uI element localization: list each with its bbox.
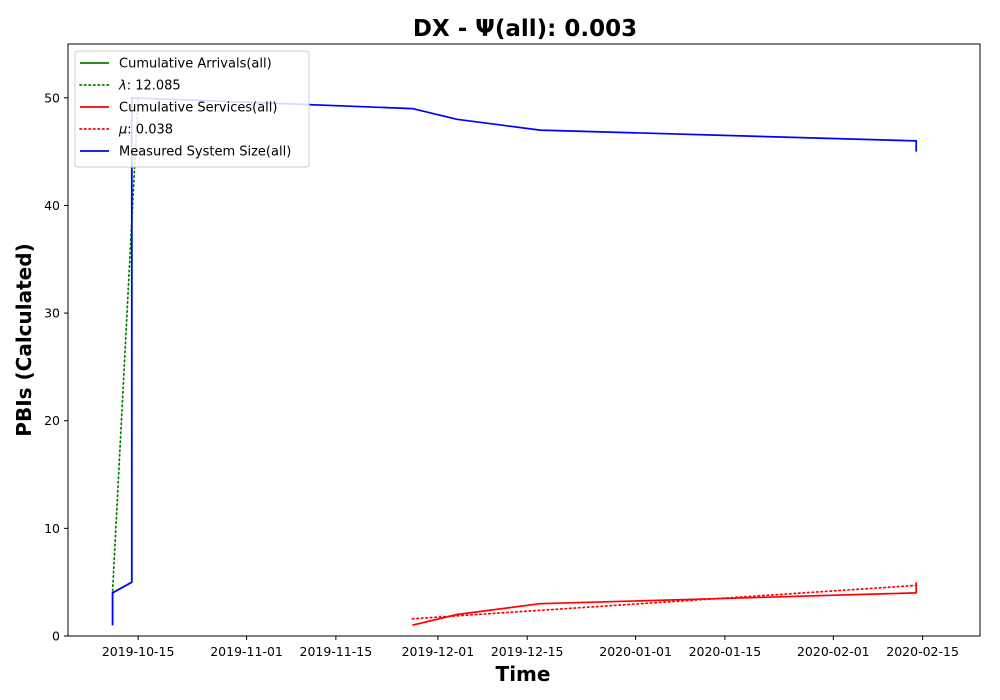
x-tick-label: 2020-01-01 [599, 644, 672, 659]
series-line-measured-system-size-all [111, 96, 918, 626]
series-line-cumulative-services-all [412, 582, 918, 627]
legend-box [74, 50, 310, 168]
legend-label: Cumulative Arrivals(all) [119, 57, 272, 72]
legend-label: Measured System Size(all) [119, 145, 291, 160]
series-line-12-085 [111, 96, 140, 592]
y-tick-label: 10 [44, 521, 60, 536]
x-tick-label: 2019-11-01 [210, 644, 283, 659]
x-tick-label: 2019-10-15 [102, 644, 175, 659]
x-tick-label: 2020-02-15 [886, 644, 959, 659]
legend-label: λ: 12.085 [118, 79, 181, 94]
y-tick-label: 20 [44, 413, 60, 428]
y-tick-label: 40 [44, 198, 60, 213]
x-tick-label: 2019-11-15 [300, 644, 373, 659]
x-tick-label: 2019-12-01 [402, 644, 475, 659]
plot-frame [67, 43, 981, 637]
legend-label: Cumulative Services(all) [119, 101, 277, 116]
legend-label: μ: 0.038 [118, 123, 173, 138]
series-line-0-038 [411, 584, 918, 620]
y-tick-label: 50 [44, 90, 60, 105]
legend: Cumulative Arrivals(all) λ: 12.085 Cumulat… [74, 50, 310, 168]
x-axis: 2019-10-15 2019-11-01 2019-11-15 2019-12-01… [102, 636, 959, 659]
x-tick-label: 2019-12-15 [491, 644, 564, 659]
y-tick-label: 0 [52, 629, 60, 644]
y-axis: 0 10 20 30 40 50 [44, 90, 68, 644]
y-tick-label: 30 [44, 306, 60, 321]
x-tick-label: 2020-02-01 [797, 644, 870, 659]
y-axis-title: PBIs (Calculated) [12, 243, 36, 436]
chart-title: DX - Ψ(all): 0.003 [413, 16, 637, 42]
x-tick-label: 2020-01-15 [689, 644, 762, 659]
x-axis-title: Time [496, 662, 551, 686]
plot-area [111, 96, 918, 627]
